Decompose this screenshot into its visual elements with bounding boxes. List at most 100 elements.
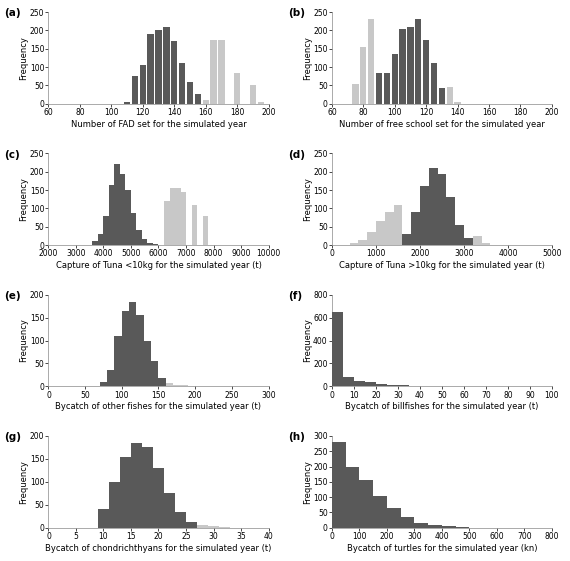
Bar — [455, 527, 470, 528]
Bar — [442, 527, 455, 528]
Y-axis label: Frequency: Frequency — [19, 319, 29, 362]
Bar — [131, 213, 136, 245]
Bar — [438, 173, 446, 245]
Bar — [132, 76, 138, 104]
Bar — [482, 243, 490, 245]
Bar — [107, 370, 115, 387]
Bar — [408, 27, 414, 104]
Y-axis label: Frequency: Frequency — [19, 36, 29, 80]
Bar — [454, 102, 461, 104]
Bar — [446, 197, 455, 245]
Bar — [431, 386, 442, 387]
Bar — [365, 383, 376, 387]
Bar — [400, 29, 406, 104]
Bar — [332, 442, 345, 528]
Bar — [360, 47, 367, 104]
Text: (d): (d) — [288, 150, 305, 160]
Bar — [447, 88, 453, 104]
Bar — [109, 185, 115, 245]
Bar — [387, 385, 398, 387]
Bar — [455, 225, 464, 245]
Bar — [156, 30, 162, 104]
Bar — [129, 302, 136, 387]
Bar — [464, 238, 473, 245]
Bar — [393, 205, 402, 245]
Bar — [398, 385, 409, 387]
Bar — [151, 361, 158, 387]
Bar — [431, 63, 437, 104]
Bar — [136, 229, 142, 245]
Bar — [402, 234, 411, 245]
Bar — [92, 241, 98, 245]
Bar — [352, 84, 359, 104]
Bar — [136, 315, 144, 387]
X-axis label: Bycatch of billfishes for the simulated year (t): Bycatch of billfishes for the simulated … — [345, 402, 539, 411]
Bar — [349, 243, 359, 245]
Text: (b): (b) — [288, 8, 305, 19]
Bar — [179, 63, 185, 104]
Bar — [415, 20, 421, 104]
Y-axis label: Frequency: Frequency — [303, 36, 312, 80]
Bar — [148, 243, 153, 245]
Bar — [208, 526, 219, 528]
Bar — [258, 102, 264, 104]
Bar — [368, 20, 374, 104]
Bar — [171, 42, 177, 104]
Bar — [401, 517, 414, 528]
Bar — [142, 448, 153, 528]
Bar — [194, 94, 201, 104]
X-axis label: Bycatch of turtles for the simulated year (kn): Bycatch of turtles for the simulated yea… — [347, 544, 537, 553]
Bar — [181, 192, 186, 245]
X-axis label: Capture of Tuna >10kg for the simulated year (t): Capture of Tuna >10kg for the simulated … — [339, 261, 545, 270]
Bar — [181, 385, 188, 387]
Bar — [409, 385, 420, 387]
Bar — [376, 73, 382, 104]
Bar — [234, 73, 240, 104]
Bar — [188, 385, 195, 387]
Y-axis label: Frequency: Frequency — [19, 460, 29, 504]
Bar — [376, 384, 387, 387]
Bar — [124, 102, 130, 104]
Bar — [411, 212, 420, 245]
Bar — [115, 164, 120, 245]
Bar — [354, 381, 365, 387]
Bar — [100, 382, 107, 387]
Bar — [120, 457, 131, 528]
Bar — [385, 212, 393, 245]
Bar — [122, 311, 129, 387]
Bar — [218, 40, 225, 104]
Bar — [428, 525, 442, 528]
Bar — [144, 341, 151, 387]
Bar — [131, 443, 142, 528]
Text: (h): (h) — [288, 433, 305, 442]
Bar — [163, 27, 169, 104]
Bar — [169, 188, 175, 245]
Bar — [158, 378, 166, 387]
Text: (c): (c) — [5, 150, 21, 160]
Bar — [367, 232, 376, 245]
Y-axis label: Frequency: Frequency — [303, 460, 312, 504]
Bar — [376, 221, 385, 245]
Bar — [429, 168, 438, 245]
X-axis label: Number of FAD set for the simulated year: Number of FAD set for the simulated year — [71, 120, 246, 129]
Bar — [373, 495, 387, 528]
Bar — [345, 467, 360, 528]
Text: (f): (f) — [288, 291, 302, 301]
Y-axis label: Frequency: Frequency — [303, 319, 312, 362]
Bar — [423, 40, 429, 104]
Bar — [387, 508, 401, 528]
Bar — [148, 34, 154, 104]
X-axis label: Bycatch of chondrichthyans for the simulated year (t): Bycatch of chondrichthyans for the simul… — [45, 544, 272, 553]
Bar — [384, 73, 390, 104]
Bar — [142, 238, 148, 245]
Y-axis label: Frequency: Frequency — [303, 177, 312, 221]
Bar — [98, 234, 104, 245]
Bar — [109, 482, 120, 528]
X-axis label: Number of free school set for the simulated year: Number of free school set for the simula… — [339, 120, 545, 129]
Bar — [473, 236, 482, 245]
Bar — [210, 40, 217, 104]
X-axis label: Capture of Tuna <10kg for the simulated year (t): Capture of Tuna <10kg for the simulated … — [55, 261, 262, 270]
Bar — [420, 386, 431, 387]
Bar — [202, 216, 208, 245]
Text: (g): (g) — [5, 433, 22, 442]
